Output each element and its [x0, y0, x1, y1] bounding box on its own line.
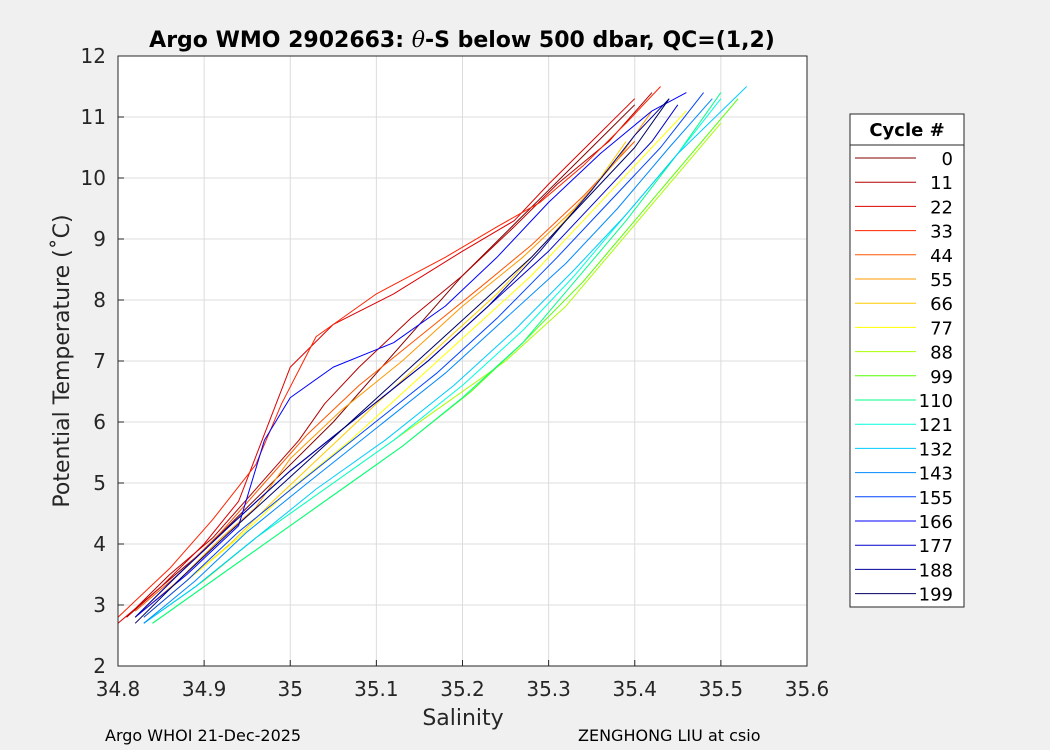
- legend-label-88: 88: [930, 343, 953, 364]
- chart-title: Argo WMO 2902663: θ-S below 500 dbar, QC…: [149, 28, 775, 53]
- y-tick-label: 9: [93, 227, 106, 251]
- legend-entries: 0 11 22 33 44 55 66 77 88 99 110 121 132 143 155 166 177…: [855, 149, 953, 606]
- legend-box: [849, 113, 965, 608]
- y-tick-label: 11: [81, 105, 106, 129]
- profile-line-cycle-110: [152, 92, 722, 624]
- legend-label-99: 99: [930, 367, 953, 388]
- profile-line-cycle-199: [134, 98, 670, 624]
- x-tick-label: 34.8: [96, 677, 141, 701]
- profile-line-cycle-66: [143, 141, 627, 618]
- legend-label-55: 55: [930, 270, 953, 291]
- chart-title-prefix: Argo WMO 2902663:: [149, 28, 412, 53]
- chart-title-theta: θ: [412, 28, 425, 53]
- legend-label-121: 121: [919, 415, 953, 436]
- legend-title: Cycle #: [869, 120, 944, 141]
- x-tick-label: 35: [278, 677, 303, 701]
- x-tick-label: 35.3: [526, 677, 571, 701]
- profile-line-cycle-166: [134, 92, 687, 618]
- legend-label-143: 143: [919, 464, 953, 485]
- x-axis-label: Salinity: [422, 706, 503, 731]
- profile-line-cycle-33: [118, 86, 661, 618]
- profile-lines: [118, 86, 748, 624]
- y-tick-label: 8: [93, 288, 106, 312]
- legend-label-155: 155: [919, 488, 953, 509]
- x-tick-label: 35.4: [612, 677, 657, 701]
- y-tick-label: 12: [81, 44, 106, 68]
- legend: Cycle # 0 11 22 33 44 55 66 77 88 99 110 121 132 143 1…: [849, 113, 965, 608]
- legend-label-33: 33: [930, 222, 953, 243]
- legend-label-11: 11: [930, 173, 953, 194]
- profile-line-cycle-132: [143, 86, 748, 624]
- legend-label-166: 166: [919, 512, 953, 533]
- profile-line-cycle-143: [143, 98, 713, 624]
- legend-label-44: 44: [930, 246, 953, 267]
- x-tick-label: 35.5: [699, 677, 744, 701]
- profile-line-cycle-55: [134, 110, 653, 618]
- x-tick-label: 35.1: [354, 677, 399, 701]
- profile-line-cycle-155: [143, 92, 704, 618]
- axis-ticks: 34.8 34.9 35 35.1 35.2 35.3 35.4 35.5 35.6 2 3 4 5 6 7…: [81, 44, 830, 701]
- chart-title-suffix: -S below 500 dbar, QC=(1,2): [425, 28, 775, 53]
- y-axis-label: Potential Temperature (˚C): [50, 214, 75, 507]
- footer-left-text: Argo WHOI 21-Dec-2025: [105, 726, 301, 745]
- legend-label-177: 177: [919, 536, 953, 557]
- legend-label-188: 188: [919, 560, 953, 581]
- legend-label-199: 199: [919, 585, 953, 606]
- legend-label-22: 22: [930, 197, 953, 218]
- legend-label-66: 66: [930, 294, 953, 315]
- y-tick-label: 6: [93, 410, 106, 434]
- x-tick-label: 35.2: [440, 677, 485, 701]
- legend-label-0: 0: [942, 149, 953, 170]
- y-tick-label: 5: [93, 471, 106, 495]
- x-tick-label: 34.9: [182, 677, 227, 701]
- y-tick-label: 4: [93, 532, 106, 556]
- profile-line-cycle-188: [134, 98, 670, 618]
- profile-line-cycle-11: [126, 92, 653, 618]
- profile-line-cycle-77: [143, 110, 687, 618]
- legend-label-132: 132: [919, 439, 953, 460]
- y-tick-label: 10: [81, 166, 106, 190]
- y-tick-label: 3: [93, 593, 106, 617]
- y-tick-label: 2: [93, 654, 106, 678]
- x-tick-label: 35.6: [785, 677, 830, 701]
- footer-right-text: ZENGHONG LIU at csio: [578, 726, 760, 745]
- y-tick-label: 7: [93, 349, 106, 373]
- profile-line-cycle-44: [134, 141, 636, 612]
- legend-label-110: 110: [919, 391, 953, 412]
- legend-label-77: 77: [930, 318, 953, 339]
